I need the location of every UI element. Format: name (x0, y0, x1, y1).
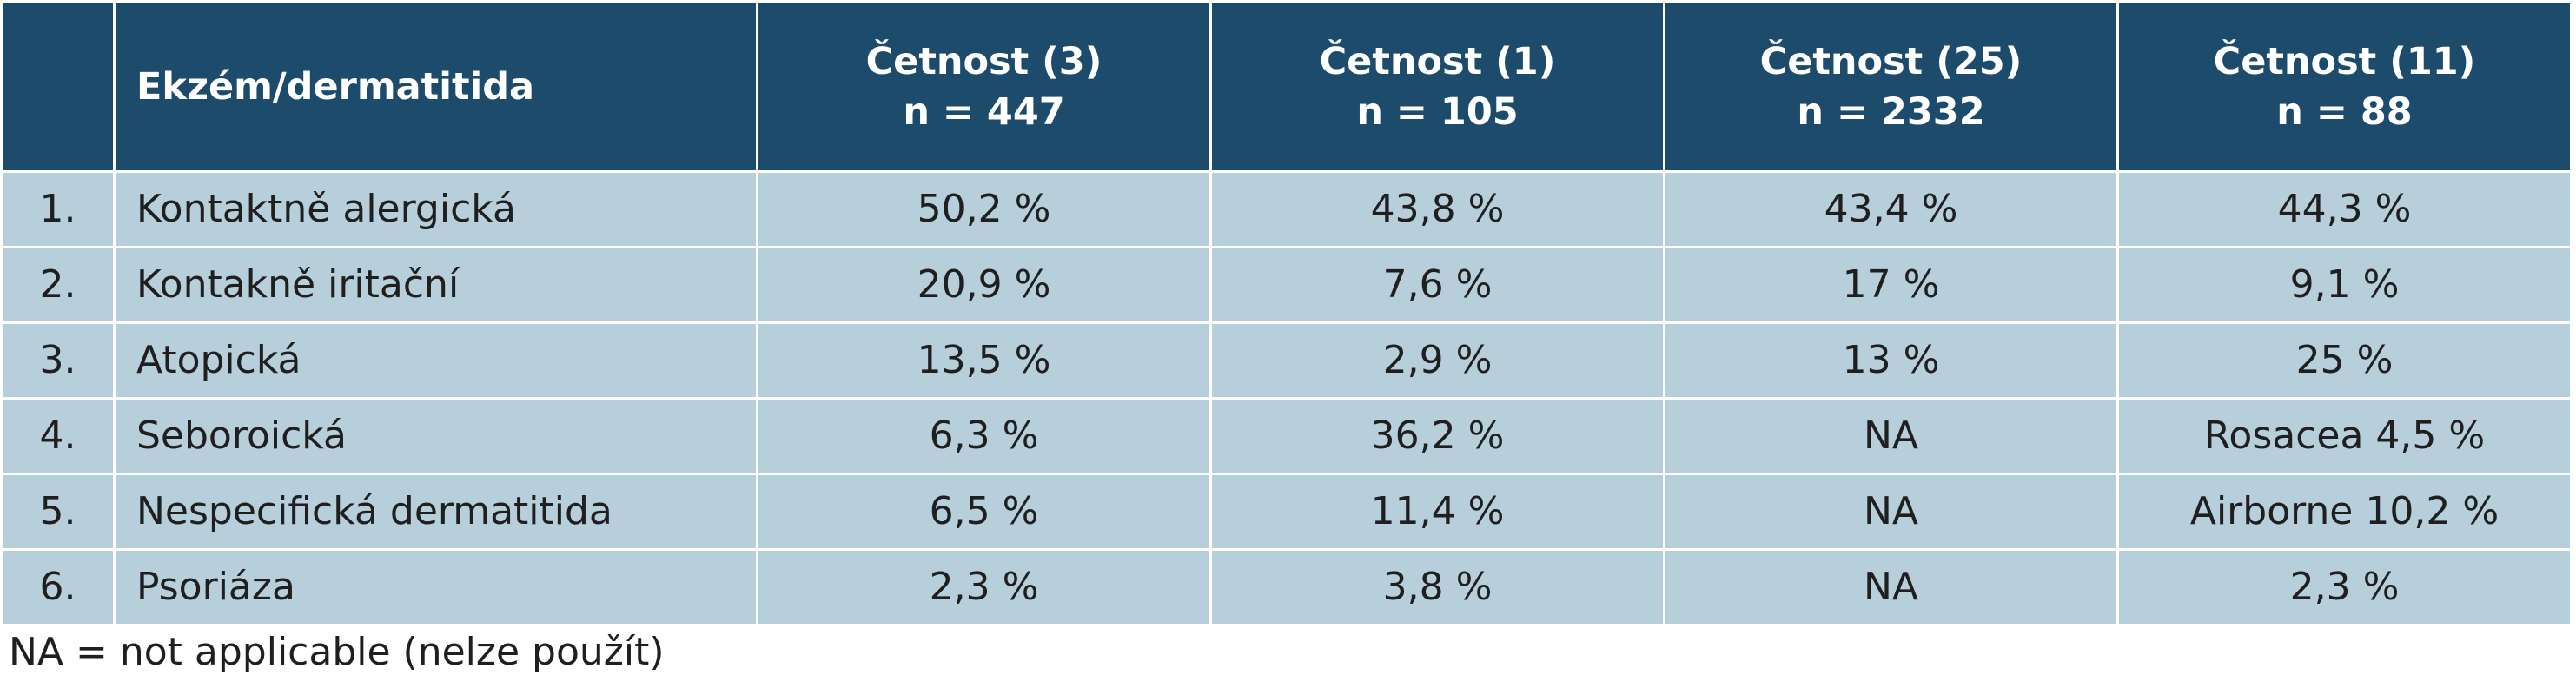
row-index-cell: 1. (0, 170, 116, 248)
header-column-3-sample-size: n = 2332 (1797, 89, 1985, 134)
row-index-cell: 3. (0, 321, 116, 400)
row-value-cell: 2,3 % (756, 548, 1212, 626)
row-value-cell: 3,8 % (1209, 548, 1665, 626)
table-row: 4. Seboroická 6,3 % 36,2 % NA Rosacea 4,… (0, 397, 2573, 475)
row-value-cell: 13 % (1663, 321, 2119, 400)
table-row: 5. Nespecifická dermatitida 6,5 % 11,4 %… (0, 473, 2573, 551)
row-value-cell: 11,4 % (1209, 473, 1665, 551)
row-name-cell: Seboroická (113, 397, 758, 475)
row-name-cell: Kontaktně alergická (113, 170, 758, 248)
header-column-2-title: Četnost (1) (1319, 39, 1556, 83)
header-column-3-title: Četnost (25) (1759, 39, 2023, 83)
header-column-3: Četnost (25) n = 2332 (1663, 0, 2119, 173)
row-index-cell: 5. (0, 473, 116, 551)
table-row: 1. Kontaktně alergická 50,2 % 43,8 % 43,… (0, 170, 2573, 248)
table-row: 2. Kontakně iritační 20,9 % 7,6 % 17 % 9… (0, 246, 2573, 324)
row-value-cell: 43,8 % (1209, 170, 1665, 248)
row-index-cell: 6. (0, 548, 116, 626)
row-value-cell: 17 % (1663, 246, 2119, 324)
header-column-1-title: Četnost (3) (865, 39, 1103, 83)
dermatitis-frequency-table: Ekzém/dermatitida Četnost (3) n = 447 Če… (0, 0, 2573, 626)
header-column-1-sample-size: n = 447 (903, 89, 1065, 134)
header-column-4-sample-size: n = 88 (2276, 89, 2413, 134)
row-value-cell: NA (1663, 397, 2119, 475)
row-value-cell: 50,2 % (756, 170, 1212, 248)
row-value-cell: 43,4 % (1663, 170, 2119, 248)
header-column-1: Četnost (3) n = 447 (756, 0, 1212, 173)
row-value-cell: Rosacea 4,5 % (2116, 397, 2573, 475)
header-column-4: Četnost (11) n = 88 (2116, 0, 2573, 173)
header-column-4-title: Četnost (11) (2213, 39, 2476, 83)
row-value-cell: 13,5 % (756, 321, 1212, 400)
row-value-cell: NA (1663, 548, 2119, 626)
row-value-cell: 25 % (2116, 321, 2573, 400)
header-column-2: Četnost (1) n = 105 (1209, 0, 1665, 173)
header-index-cell (0, 0, 116, 173)
row-value-cell: 36,2 % (1209, 397, 1665, 475)
table-row: 6. Psoriáza 2,3 % 3,8 % NA 2,3 % (0, 548, 2573, 626)
row-value-cell: Airborne 10,2 % (2116, 473, 2573, 551)
row-name-cell: Kontakně iritační (113, 246, 758, 324)
row-value-cell: 7,6 % (1209, 246, 1665, 324)
row-value-cell: 44,3 % (2116, 170, 2573, 248)
row-value-cell: 9,1 % (2116, 246, 2573, 324)
header-name-cell: Ekzém/dermatitida (113, 0, 758, 173)
table-container: Ekzém/dermatitida Četnost (3) n = 447 Če… (0, 0, 2573, 626)
header-column-2-sample-size: n = 105 (1356, 89, 1519, 134)
row-index-cell: 4. (0, 397, 116, 475)
row-value-cell: NA (1663, 473, 2119, 551)
row-value-cell: 6,5 % (756, 473, 1212, 551)
row-name-cell: Atopická (113, 321, 758, 400)
row-value-cell: 6,3 % (756, 397, 1212, 475)
row-value-cell: 20,9 % (756, 246, 1212, 324)
row-value-cell: 2,3 % (2116, 548, 2573, 626)
table-footnote: NA = not applicable (nelze použít) (9, 630, 665, 674)
row-name-cell: Nespecifická dermatitida (113, 473, 758, 551)
table-header-row: Ekzém/dermatitida Četnost (3) n = 447 Če… (0, 0, 2573, 173)
row-value-cell: 2,9 % (1209, 321, 1665, 400)
table-row: 3. Atopická 13,5 % 2,9 % 13 % 25 % (0, 321, 2573, 400)
row-index-cell: 2. (0, 246, 116, 324)
row-name-cell: Psoriáza (113, 548, 758, 626)
